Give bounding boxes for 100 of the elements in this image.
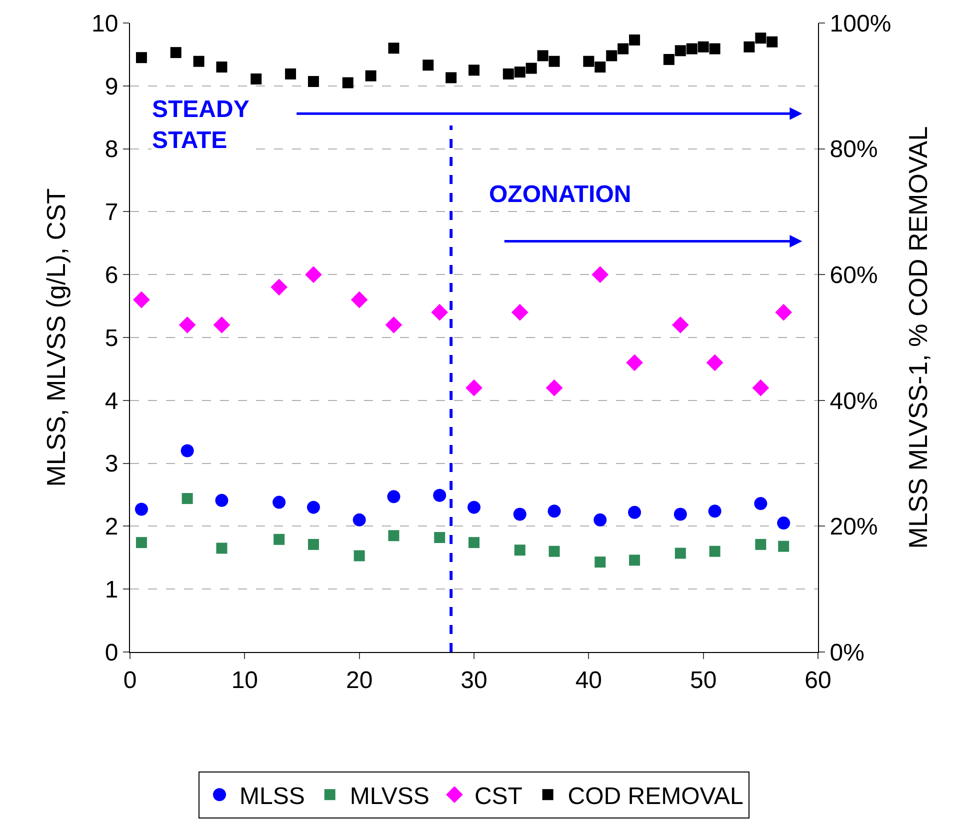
point [511, 304, 528, 321]
point [698, 41, 709, 52]
point [215, 494, 228, 507]
point [594, 62, 606, 73]
y2-tick-label: 40% [830, 388, 878, 415]
point [433, 488, 446, 502]
point [431, 304, 448, 321]
point [606, 50, 618, 62]
point [306, 500, 320, 514]
point [594, 556, 606, 568]
point [308, 76, 319, 87]
x-tick-label: 20 [346, 666, 373, 694]
point [502, 68, 514, 80]
annotation: OZONATION [489, 181, 632, 208]
point [755, 32, 766, 44]
point [182, 493, 193, 504]
point [446, 72, 457, 84]
point [755, 538, 766, 550]
point [754, 497, 768, 510]
point [305, 266, 322, 284]
point [134, 502, 148, 516]
point [628, 506, 642, 519]
y-tick-label: 0 [104, 639, 118, 666]
y-tick-label: 9 [104, 73, 118, 100]
point [766, 36, 778, 48]
point [350, 291, 368, 308]
point [674, 45, 686, 56]
annotation: STEADY STATE [152, 96, 250, 154]
point [170, 47, 182, 58]
point [583, 56, 594, 67]
point [133, 291, 150, 308]
legend-label: CST [474, 782, 523, 810]
point [663, 54, 674, 65]
point [709, 546, 720, 557]
point [385, 316, 402, 334]
legend-label: MLVSS [350, 782, 430, 810]
point [514, 66, 526, 78]
point [548, 546, 560, 557]
x-tick-label: 30 [460, 666, 488, 694]
point [674, 548, 686, 559]
legend-label: COD REMOVAL [568, 782, 744, 810]
point [468, 537, 480, 548]
point [672, 316, 689, 334]
point [752, 379, 770, 396]
point [592, 266, 609, 284]
point [618, 43, 629, 54]
point [180, 444, 194, 458]
y-tick-label: 4 [104, 388, 118, 415]
point [629, 34, 640, 46]
point [548, 504, 561, 518]
point [708, 504, 722, 518]
y2-tick-label: 80% [830, 136, 878, 164]
y-tick-label: 10 [91, 10, 118, 38]
point [136, 537, 147, 548]
point [513, 508, 526, 521]
y2-tick-label: 20% [830, 514, 878, 541]
x-tick-label: 0 [123, 666, 137, 694]
x-tick-label: 60 [804, 666, 832, 694]
point [272, 496, 286, 509]
point [354, 550, 365, 562]
point [352, 513, 366, 526]
y-tick-label: 6 [104, 262, 118, 289]
y-tick-label: 7 [104, 199, 118, 226]
point [422, 60, 434, 71]
point [365, 70, 376, 82]
point [514, 544, 526, 556]
point [387, 490, 400, 504]
point [250, 73, 262, 84]
point [342, 77, 354, 88]
point [537, 50, 548, 62]
point [674, 508, 687, 521]
y-tick-label: 5 [104, 324, 118, 352]
point [468, 64, 480, 76]
point [686, 43, 698, 54]
y2-tick-label: 0% [830, 639, 864, 666]
y2-tick-label: 100% [830, 10, 892, 38]
point [777, 516, 790, 530]
point [546, 379, 563, 396]
point [468, 500, 480, 514]
point [308, 538, 319, 550]
point [213, 316, 230, 334]
point [775, 304, 792, 321]
y-tick-label: 3 [104, 450, 118, 478]
point [629, 554, 640, 566]
x-tick-label: 50 [690, 666, 717, 694]
y2-axis-title: MLSS MLVSS-1, % COD REMOVAL [902, 126, 933, 549]
point [274, 534, 285, 545]
point [778, 540, 790, 552]
point [626, 354, 643, 372]
x-tick-label: 10 [231, 666, 258, 694]
point [193, 56, 204, 67]
point [270, 278, 288, 296]
point [706, 354, 724, 372]
point [744, 41, 755, 52]
y-tick-label: 1 [104, 576, 118, 604]
legend-label: MLSS [240, 782, 305, 810]
point [136, 52, 147, 64]
point [178, 316, 196, 334]
y-axis-title: MLSS, MLVSS (g/L), CST [40, 188, 71, 487]
y-tick-label: 8 [104, 136, 118, 164]
